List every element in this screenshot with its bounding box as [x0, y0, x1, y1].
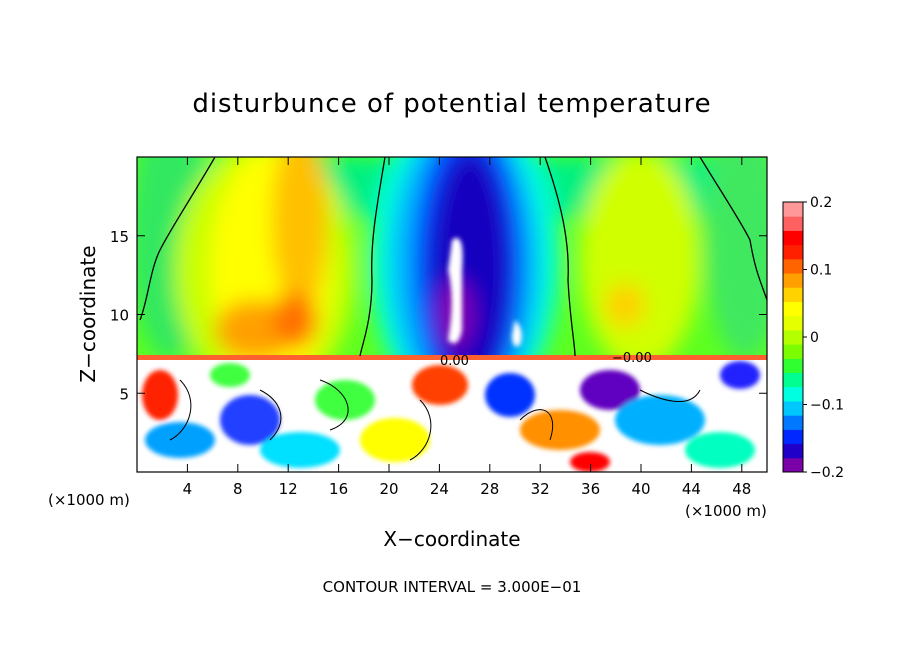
x-axis-title: X−coordinate	[383, 527, 520, 551]
colorbar-tick-label: 0.2	[810, 195, 832, 211]
colorbar-swatch	[783, 400, 803, 416]
colorbar-swatch	[783, 230, 803, 246]
x-tick-label: 20	[379, 480, 398, 498]
contours	[139, 157, 767, 461]
contour-label-right: −0.00	[612, 351, 652, 366]
colorbar-swatch	[783, 329, 803, 345]
colorbar-swatch	[783, 457, 803, 473]
x-tick-label: 36	[581, 480, 600, 498]
x-unit-right: (×1000 m)	[685, 502, 767, 520]
colorbar: 0.2 0.1 0 −0.1 −0.2	[782, 195, 844, 481]
colorbar-tick-label: −0.2	[810, 465, 844, 481]
colorbar-swatch	[783, 216, 803, 231]
x-tick-label: 8	[233, 480, 243, 498]
colorbar-swatch	[783, 443, 803, 459]
colorbar-swatch	[783, 372, 803, 388]
colorbar-swatch	[783, 202, 803, 217]
y-tick-label: 10	[110, 307, 129, 325]
colorbar-tick-label: 0.1	[810, 263, 832, 279]
x-tick-label: 44	[682, 480, 701, 498]
plume-cores	[448, 238, 522, 347]
x-tick-label: 32	[531, 480, 550, 498]
y-axis-title: Z−coordinate	[76, 245, 100, 382]
colorbar-swatch	[783, 315, 803, 331]
x-tick-label: 16	[329, 480, 348, 498]
contour-interval-note: CONTOUR INTERVAL = 3.000E−01	[323, 578, 582, 596]
plot-area: 0.00 −0.00	[137, 157, 767, 472]
contour-label-center: 0.00	[440, 354, 469, 369]
colorbar-swatch	[783, 358, 803, 374]
chart-title: disturbunce of potential temperature	[192, 89, 711, 119]
x-tick-label: 12	[279, 480, 298, 498]
x-tick-label: 48	[732, 480, 751, 498]
colorbar-tick-label: 0	[810, 330, 819, 346]
colorbar-swatch	[783, 386, 803, 402]
colorbar-swatch	[783, 344, 803, 359]
y-tick-label: 5	[119, 385, 129, 403]
lower-field	[137, 355, 767, 472]
x-tick-label: 40	[631, 480, 650, 498]
y-tick-label: 15	[110, 228, 129, 246]
colorbar-swatch	[783, 273, 803, 288]
colorbar-swatch	[783, 258, 803, 274]
x-tick-label: 4	[183, 480, 193, 498]
colorbar-swatch	[783, 301, 803, 317]
colorbar-swatch	[783, 429, 803, 445]
upper-field	[137, 157, 767, 420]
colorbar-swatch	[783, 415, 803, 430]
x-tick-label: 28	[480, 480, 499, 498]
x-unit-left: (×1000 m)	[48, 491, 130, 509]
x-tick-label: 24	[430, 480, 449, 498]
colorbar-swatch	[783, 244, 803, 260]
colorbar-tick-label: −0.1	[810, 398, 844, 414]
colorbar-swatch	[783, 287, 803, 302]
x-axis: 4 8 12 16 20 24 28 32 36 40 44 48	[183, 157, 751, 498]
y-axis: 5 10 15	[110, 228, 767, 403]
